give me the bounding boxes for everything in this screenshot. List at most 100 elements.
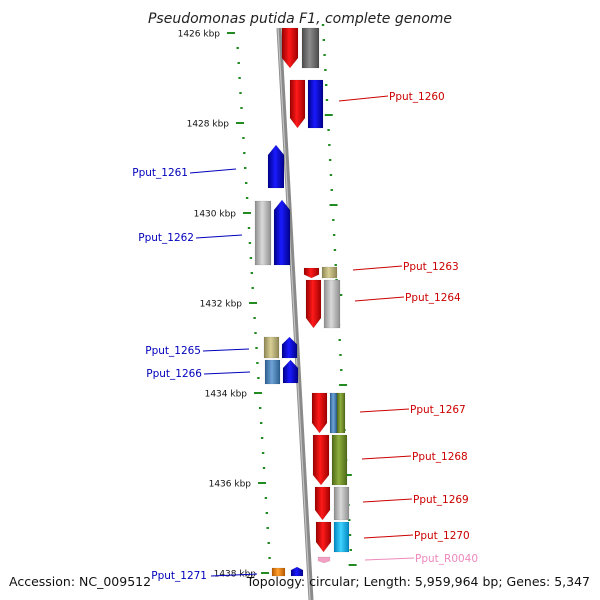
minor-tick-dot	[237, 62, 240, 64]
gene-feature-pput-1263[interactable]	[321, 266, 338, 279]
minor-tick-dot	[325, 99, 329, 101]
minor-tick-dot	[260, 437, 264, 439]
minor-tick-dot	[264, 497, 268, 499]
gene-label-pput-1262[interactable]: Pput_1262	[138, 232, 194, 244]
minor-tick-dot	[333, 249, 337, 251]
gene-label-pput-1267[interactable]: Pput_1267	[410, 404, 466, 416]
minor-tick-dot	[238, 77, 241, 79]
gene-feature-pput-1264[interactable]	[323, 279, 341, 329]
callout-line-pput-1267	[359, 408, 410, 413]
gene-label-pput-1268[interactable]: Pput_1268	[412, 451, 468, 463]
tick-1436: 1436 kbp	[209, 480, 266, 490]
minor-tick-dot	[259, 407, 262, 409]
minor-tick-dot	[242, 137, 245, 139]
gene-feature-pput-1267-steel[interactable]	[329, 392, 338, 434]
callout-line-pput-1260	[338, 95, 389, 102]
gene-feature-pput-1271[interactable]	[290, 566, 304, 577]
minor-tick-dot	[239, 92, 242, 94]
minor-tick-dot	[243, 152, 246, 154]
gene-label-pput-1270[interactable]: Pput_1270	[414, 530, 470, 542]
gene-label-pput-1269[interactable]: Pput_1269	[413, 494, 469, 506]
gene-label-pput-1261[interactable]: Pput_1261	[132, 167, 188, 179]
gene-feature-pput-1269-red[interactable]	[314, 486, 331, 521]
gene-labels: Pput_1260 Pput_1261 Pput_1262 Pput_1263 …	[132, 91, 478, 582]
minor-tick-dot	[348, 534, 352, 536]
gene-label-pput-1265[interactable]: Pput_1265	[145, 345, 201, 357]
gene-feature-pput-1264-red[interactable]	[305, 279, 322, 329]
tick-label: 1426 kbp	[178, 30, 221, 40]
minor-tick-dot	[340, 369, 343, 371]
gene-label-pput-1260[interactable]: Pput_1260	[389, 91, 445, 103]
minor-tick-dot	[247, 227, 251, 229]
minor-tick-dot	[338, 339, 341, 341]
minor-tick-dot	[322, 39, 325, 41]
gene-feature-pput-1263-red[interactable]	[303, 267, 320, 279]
gene-feature-pput-1266[interactable]	[282, 359, 299, 384]
callout-line-pput-1263	[352, 265, 403, 271]
minor-tick-dot	[248, 242, 252, 244]
minor-tick-dot	[255, 347, 258, 349]
minor-tick-dot	[236, 47, 239, 49]
gene-feature-gray-top[interactable]	[301, 27, 320, 69]
gene-label-pput-1271[interactable]: Pput_1271	[151, 570, 207, 582]
minor-tick-dot	[249, 257, 253, 259]
minor-tick-dot	[334, 264, 337, 266]
gene-feature-pput-1269[interactable]	[333, 486, 350, 521]
gene-label-pput-1264[interactable]: Pput_1264	[405, 292, 461, 304]
gene-feature-pput-1268-red[interactable]	[312, 434, 330, 486]
minor-tick-dot	[268, 557, 271, 559]
callout-line-pput-1266	[203, 371, 251, 375]
gene-feature-pput-1270[interactable]	[333, 521, 350, 553]
gene-feature-pput-1261[interactable]	[267, 144, 285, 189]
callout-line-pput-r0040	[364, 557, 415, 561]
tick-label: 1434 kbp	[205, 390, 248, 400]
minor-tick-dot	[253, 317, 256, 319]
gene-feature-pput-1260-blue[interactable]	[307, 79, 324, 129]
minor-tick-dot	[251, 287, 254, 289]
minor-tick-dot	[244, 167, 247, 169]
gene-feature-pput-1262-gray[interactable]	[254, 200, 272, 266]
minor-tick-dot	[328, 159, 332, 161]
gene-feature-pput-1267-olive[interactable]	[336, 392, 346, 434]
gene-feature-pput-1265-khaki[interactable]	[263, 336, 280, 359]
tick-1434: 1434 kbp	[205, 390, 262, 400]
gene-label-pput-r0040[interactable]: Pput_R0040	[415, 553, 478, 565]
gene-feature-pput-1260-red[interactable]	[289, 79, 306, 129]
minor-tick-dot	[323, 54, 326, 56]
minor-tick-dot	[329, 174, 333, 176]
minor-tick-dot	[327, 129, 330, 131]
minor-tick-dot	[260, 422, 263, 424]
minor-tick-dot	[321, 24, 325, 26]
gene-feature-pput-1270-red[interactable]	[315, 521, 332, 553]
gene-feature-pput-1265[interactable]	[281, 336, 298, 359]
minor-tick-dot	[257, 377, 260, 379]
minor-tick-dot	[332, 219, 335, 221]
minor-tick-dot	[330, 189, 333, 191]
callout-line-pput-1261	[189, 168, 237, 174]
minor-tick-dot	[254, 332, 257, 334]
gene-label-pput-1266[interactable]: Pput_1266	[146, 368, 202, 380]
gene-label-pput-1263[interactable]: Pput_1263	[403, 261, 459, 273]
gene-feature-pput-1266-steel[interactable]	[264, 359, 281, 385]
gene-feature-pput-1262[interactable]	[273, 199, 291, 266]
map-title: Pseudomonas putida F1, complete genome	[148, 11, 452, 27]
callout-line-pput-1268	[361, 455, 412, 460]
gene-feature-red-top[interactable]	[281, 27, 299, 69]
minor-tick-dot	[245, 182, 248, 184]
gene-feature-pput-r0040[interactable]	[317, 556, 331, 564]
callout-line-pput-1264	[354, 296, 405, 302]
minor-tick-dot	[266, 527, 269, 529]
callout-line-pput-1270	[363, 534, 414, 539]
gene-feature-orange-bottom[interactable]	[271, 567, 286, 577]
gene-callouts	[189, 95, 415, 577]
gene-feature-pput-1268[interactable]	[331, 434, 348, 486]
minor-tick-dot	[265, 512, 268, 514]
tick-label: 1432 kbp	[200, 300, 243, 310]
minor-tick-dot	[348, 519, 351, 521]
callout-line-pput-1262	[195, 234, 243, 239]
gene-feature-pput-1267-red[interactable]	[311, 392, 328, 434]
minor-tick-dot	[261, 452, 265, 454]
minor-tick-dot	[332, 234, 336, 236]
tick-1426: 1426 kbp	[178, 30, 235, 40]
